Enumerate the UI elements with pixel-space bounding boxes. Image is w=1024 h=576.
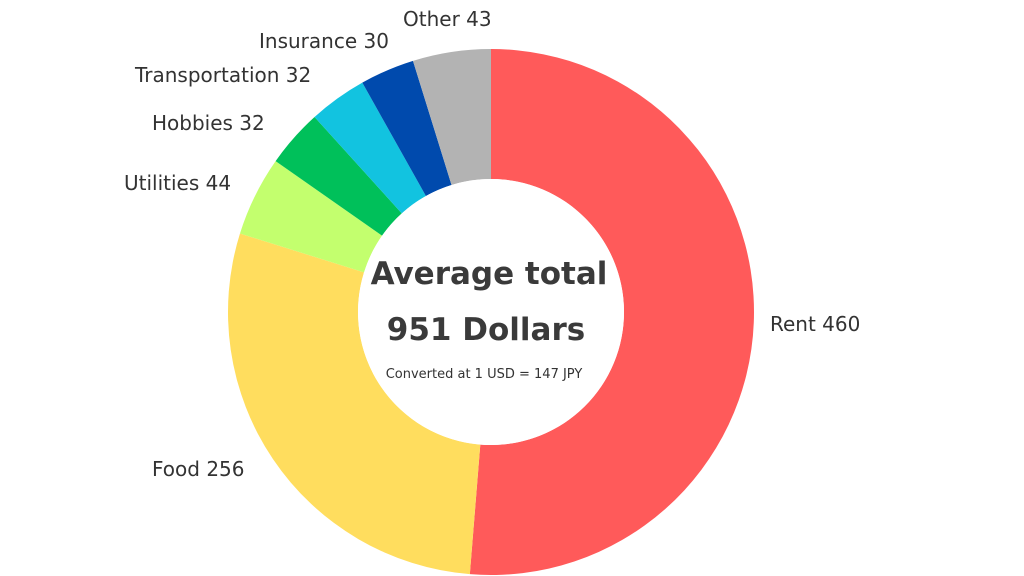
label-transportation: Transportation 32	[134, 63, 311, 87]
center-conversion-note: Converted at 1 USD = 147 JPY	[386, 367, 583, 382]
slice-insurance	[362, 60, 452, 197]
label-rent: Rent 460	[770, 312, 860, 336]
slice-other	[412, 49, 491, 185]
donut-hole	[358, 179, 624, 445]
slice-food	[228, 233, 481, 575]
donut-slices	[228, 49, 755, 575]
slice-labels: Rent 460 Food 256 Utilities 44 Hobbies 32 Tr…	[124, 7, 860, 481]
label-other: Other 43	[403, 7, 492, 31]
slice-hobbies	[275, 116, 402, 236]
slice-rent	[469, 49, 755, 575]
label-food: Food 256	[152, 457, 245, 481]
center-title-line2: 951 Dollars	[387, 312, 585, 348]
label-utilities: Utilities 44	[124, 171, 231, 195]
slice-transportation	[314, 82, 426, 214]
slice-utilities	[239, 161, 383, 273]
center-title-line1: Average total	[371, 256, 608, 292]
label-insurance: Insurance 30	[259, 29, 389, 53]
label-hobbies: Hobbies 32	[152, 111, 265, 135]
